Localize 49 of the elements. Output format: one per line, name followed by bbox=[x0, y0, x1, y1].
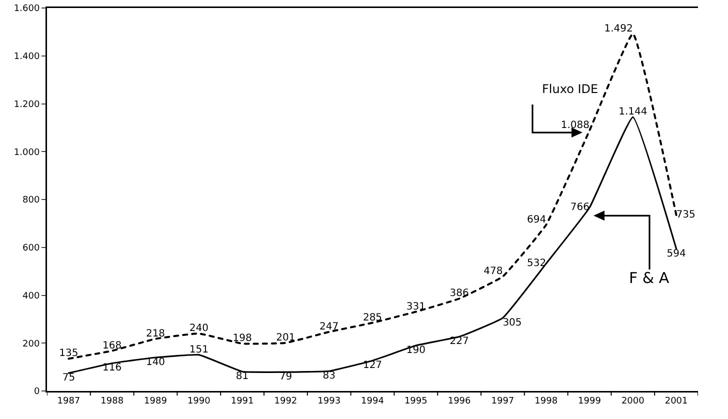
data-label: 201 bbox=[276, 332, 296, 344]
x-tick-label: 1998 bbox=[534, 396, 558, 406]
data-label: 478 bbox=[484, 266, 503, 278]
series-label: F & A bbox=[629, 269, 670, 287]
y-tick-label: 1.600 bbox=[14, 4, 40, 14]
data-label: 218 bbox=[146, 328, 166, 340]
data-label: 532 bbox=[527, 258, 546, 270]
x-tick-label: 1995 bbox=[404, 396, 428, 406]
x-tick-label: 2000 bbox=[621, 396, 645, 406]
data-label: 305 bbox=[502, 317, 522, 328]
x-tick-label: 2001 bbox=[664, 396, 688, 406]
y-tick-label: 1.400 bbox=[14, 52, 40, 62]
y-tick-label: 0 bbox=[34, 387, 40, 398]
series-label: Fluxo IDE bbox=[542, 82, 598, 96]
data-label: 594 bbox=[666, 248, 686, 260]
x-tick-label: 1992 bbox=[274, 396, 298, 406]
y-tick-label: 200 bbox=[22, 339, 40, 350]
data-label: 168 bbox=[102, 340, 122, 352]
x-tick-label: 1991 bbox=[230, 396, 254, 406]
data-label: 331 bbox=[406, 301, 426, 312]
data-label: 735 bbox=[676, 210, 696, 221]
data-label: 198 bbox=[232, 333, 252, 344]
data-label: 135 bbox=[59, 348, 78, 360]
data-label: 766 bbox=[570, 202, 590, 214]
x-tick-label: 1990 bbox=[187, 396, 211, 406]
y-tick-label: 400 bbox=[22, 291, 40, 302]
x-tick-label: 1999 bbox=[578, 396, 602, 406]
x-tick-label: 1989 bbox=[144, 396, 168, 406]
x-tick-label: 1994 bbox=[361, 396, 384, 406]
data-label: 151 bbox=[189, 344, 208, 356]
data-label: 1.144 bbox=[618, 106, 648, 118]
data-label: 75 bbox=[62, 372, 76, 384]
x-tick-label: 1997 bbox=[491, 396, 514, 406]
data-label: 694 bbox=[527, 214, 546, 226]
y-tick-label: 1.200 bbox=[14, 100, 40, 110]
data-label: 247 bbox=[320, 321, 339, 332]
x-tick-label: 1996 bbox=[448, 396, 472, 406]
x-tick-label: 1987 bbox=[57, 396, 80, 406]
data-label: 79 bbox=[279, 372, 292, 383]
x-tick-label: 1993 bbox=[318, 396, 341, 406]
data-label: 285 bbox=[362, 312, 382, 324]
y-tick-label: 800 bbox=[22, 196, 40, 206]
data-label: 1.088 bbox=[560, 120, 590, 132]
y-tick-label: 1.000 bbox=[14, 148, 40, 158]
data-label: 240 bbox=[189, 323, 208, 334]
y-tick-label: 600 bbox=[22, 244, 40, 254]
data-label: 81 bbox=[236, 371, 249, 382]
data-label: 1.492 bbox=[604, 23, 633, 34]
x-tick-label: 1988 bbox=[100, 396, 124, 406]
